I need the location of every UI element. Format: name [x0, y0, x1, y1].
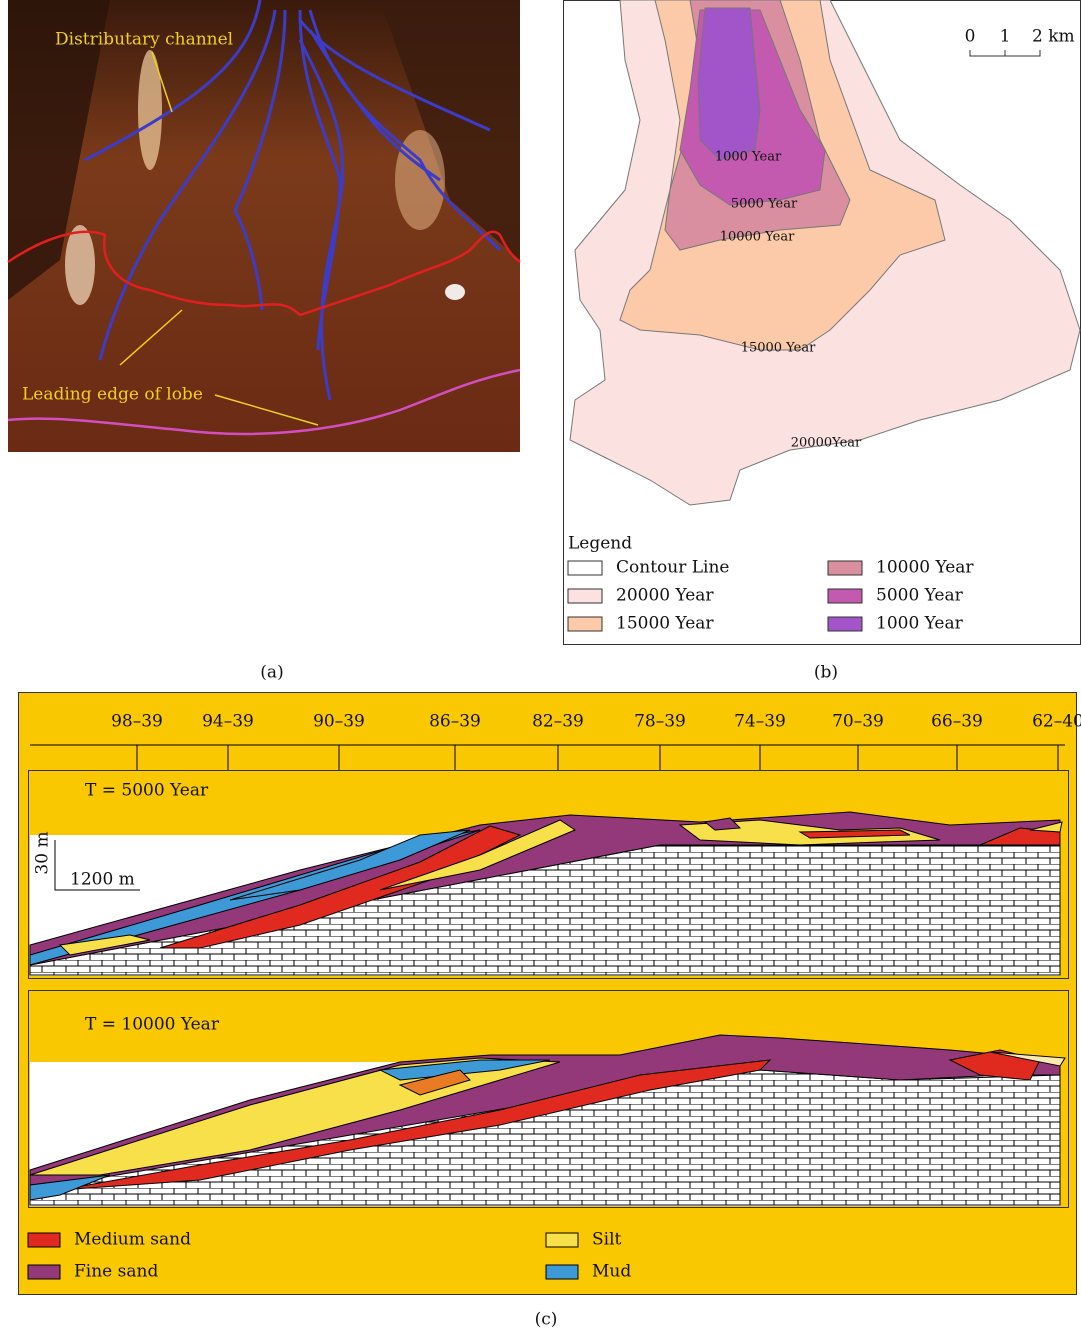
- glare: [138, 50, 162, 170]
- legend-label: 10000 Year: [876, 558, 974, 578]
- panel-c: 98–39 94–39 90–39 86–39 82–39 78–39 74–39 70–39…: [19, 693, 1081, 1330]
- scale-label: 30 m: [33, 831, 53, 874]
- body: Distributary channel Leading edge of lob…: [0, 0, 1081, 1333]
- legend-swatch: [28, 1265, 60, 1279]
- contour-label: 1000 Year: [715, 150, 782, 165]
- well-label: 94–39: [202, 712, 254, 732]
- scale-label: 1200 m: [70, 870, 135, 890]
- well-label: 74–39: [734, 712, 786, 732]
- contour-1000: [698, 8, 760, 160]
- legend-swatch: [568, 589, 602, 603]
- legend-label: 5000 Year: [876, 586, 964, 606]
- legend-title: Legend: [568, 534, 632, 554]
- well-label: 66–39: [931, 712, 983, 732]
- legend-label: Silt: [592, 1230, 622, 1250]
- well-label: 78–39: [634, 712, 686, 732]
- section-title: T = 10000 Year: [85, 1015, 220, 1035]
- contour-label: 15000 Year: [741, 341, 816, 356]
- contour-label: 10000 Year: [720, 230, 795, 245]
- legend-swatch: [28, 1233, 60, 1247]
- caption: (b): [814, 663, 838, 683]
- well-label: 70–39: [832, 712, 884, 732]
- annotation: Distributary channel: [55, 30, 233, 50]
- legend-label: 1000 Year: [876, 614, 964, 634]
- scale-label: 1: [1000, 27, 1011, 47]
- legend-swatch: [828, 589, 862, 603]
- panel-a: Distributary channel Leading edge of lob…: [8, 0, 520, 683]
- legend-swatch: [828, 617, 862, 631]
- section-title: T = 5000 Year: [85, 781, 209, 801]
- caption: (a): [260, 663, 283, 683]
- well-label: 90–39: [313, 712, 365, 732]
- glare: [445, 284, 465, 300]
- legend-label: Medium sand: [74, 1230, 191, 1250]
- well-label: 82–39: [532, 712, 584, 732]
- scale-label: 0: [965, 27, 976, 47]
- well-label: 98–39: [111, 712, 163, 732]
- legend-label: Fine sand: [74, 1262, 158, 1282]
- legend-label: Mud: [592, 1262, 631, 1282]
- scale-label: 2 km: [1032, 27, 1075, 47]
- caption: (c): [535, 1310, 558, 1330]
- figure: Distributary channel Leading edge of lob…: [0, 0, 1081, 1333]
- legend-label: Contour Line: [616, 558, 729, 578]
- contour-label: 5000 Year: [731, 197, 798, 212]
- legend-swatch: [546, 1233, 578, 1247]
- well-label: 62–40: [1032, 712, 1081, 732]
- legend-label: 20000 Year: [616, 586, 714, 606]
- legend-swatch: [546, 1265, 578, 1279]
- panel-b: 1000 Year 5000 Year 10000 Year 15000 Yea…: [564, 0, 1081, 683]
- legend-label: 15000 Year: [616, 614, 714, 634]
- page: { "panel_a": { "annotations": ["Distribu…: [0, 0, 1081, 1333]
- contour-label: 20000Year: [791, 436, 862, 451]
- legend-swatch: [568, 561, 602, 575]
- legend-swatch: [828, 561, 862, 575]
- glare: [65, 225, 95, 305]
- annotation: Leading edge of lobe: [22, 385, 203, 405]
- legend-swatch: [568, 617, 602, 631]
- well-label: 86–39: [429, 712, 481, 732]
